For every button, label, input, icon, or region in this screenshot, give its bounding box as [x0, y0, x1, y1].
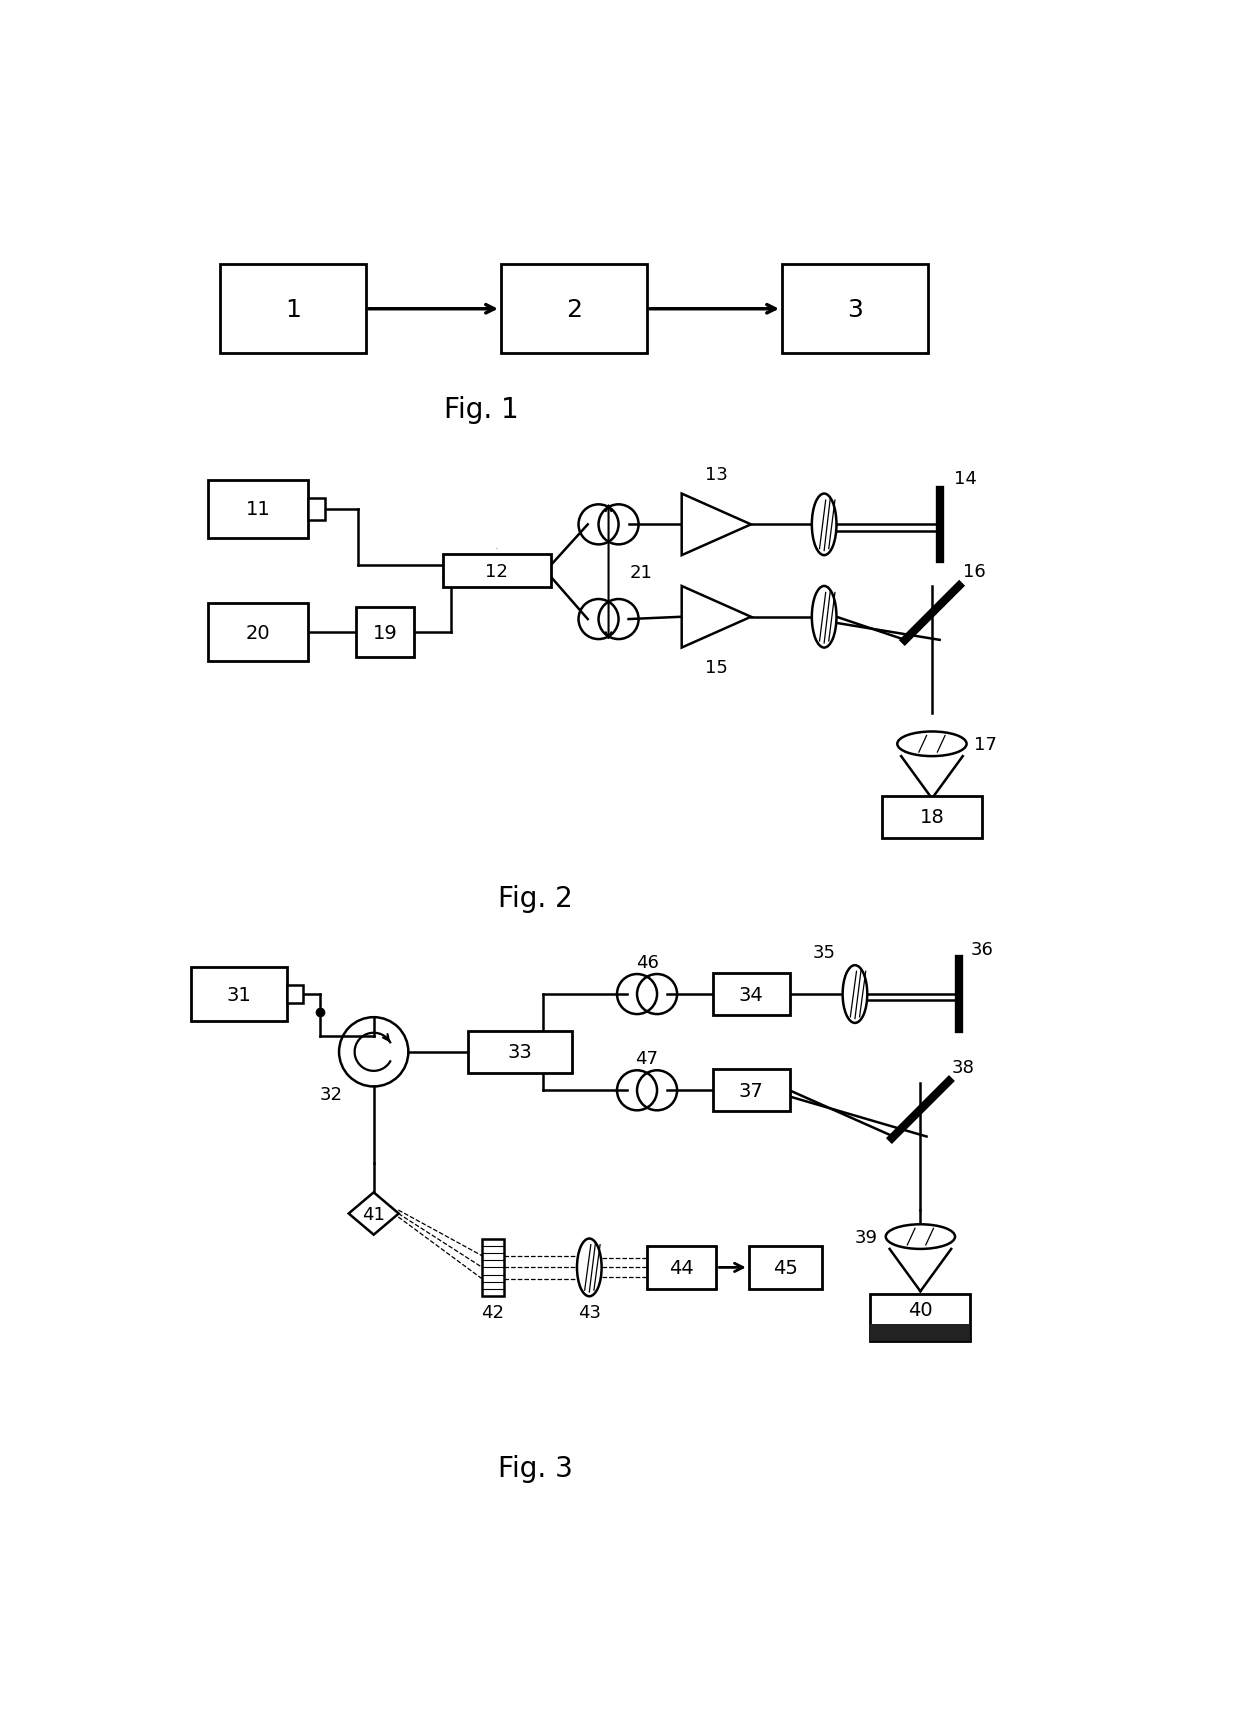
Bar — [501, 266, 647, 353]
Text: 40: 40 — [908, 1301, 932, 1320]
Bar — [467, 1032, 572, 1073]
Bar — [713, 1070, 790, 1112]
Bar — [882, 797, 982, 838]
Text: 36: 36 — [971, 941, 993, 958]
Bar — [870, 1325, 971, 1340]
Text: 19: 19 — [373, 624, 398, 643]
Text: 20: 20 — [246, 624, 270, 643]
Text: Fig. 2: Fig. 2 — [498, 884, 573, 912]
Bar — [781, 266, 928, 353]
Text: 33: 33 — [507, 1042, 532, 1061]
Polygon shape — [682, 494, 751, 555]
Ellipse shape — [812, 494, 837, 555]
Text: 1: 1 — [285, 298, 301, 322]
Bar — [647, 1246, 717, 1289]
Bar — [219, 266, 366, 353]
Text: 38: 38 — [951, 1059, 975, 1076]
Text: 18: 18 — [920, 807, 945, 826]
Text: 15: 15 — [704, 658, 728, 677]
Bar — [191, 967, 288, 1022]
Text: 45: 45 — [774, 1258, 799, 1277]
Text: 14: 14 — [954, 470, 976, 488]
Text: Fig. 1: Fig. 1 — [444, 396, 518, 423]
Text: 3: 3 — [847, 298, 863, 322]
Bar — [356, 608, 414, 658]
Bar — [288, 986, 303, 1004]
Text: 41: 41 — [362, 1205, 386, 1222]
Text: 35: 35 — [812, 943, 836, 962]
Bar — [443, 555, 551, 588]
Text: 34: 34 — [739, 986, 764, 1004]
Polygon shape — [682, 586, 751, 648]
Ellipse shape — [577, 1239, 601, 1296]
Text: 39: 39 — [856, 1227, 878, 1246]
Ellipse shape — [885, 1224, 955, 1250]
Text: 46: 46 — [636, 953, 658, 972]
Text: 13: 13 — [704, 466, 728, 483]
Text: 17: 17 — [975, 735, 997, 754]
Text: 31: 31 — [227, 986, 252, 1004]
Text: Fig. 3: Fig. 3 — [498, 1453, 573, 1481]
Bar — [309, 499, 325, 521]
Text: 16: 16 — [963, 562, 986, 581]
Bar — [482, 1239, 503, 1296]
Bar — [870, 1294, 971, 1340]
Text: 37: 37 — [739, 1082, 764, 1100]
Text: 42: 42 — [481, 1303, 505, 1321]
Bar — [208, 482, 309, 538]
Ellipse shape — [812, 586, 837, 648]
Bar — [208, 603, 309, 662]
Text: 12: 12 — [486, 562, 508, 581]
Text: 2: 2 — [565, 298, 582, 322]
Text: 47: 47 — [636, 1049, 658, 1068]
Text: 32: 32 — [320, 1085, 342, 1104]
Bar — [713, 974, 790, 1016]
Bar — [749, 1246, 822, 1289]
Ellipse shape — [898, 732, 967, 756]
Text: 21: 21 — [630, 564, 653, 581]
Ellipse shape — [843, 965, 867, 1023]
Text: 11: 11 — [246, 500, 270, 519]
Polygon shape — [348, 1193, 399, 1236]
Text: 44: 44 — [670, 1258, 694, 1277]
Text: 43: 43 — [578, 1303, 601, 1321]
